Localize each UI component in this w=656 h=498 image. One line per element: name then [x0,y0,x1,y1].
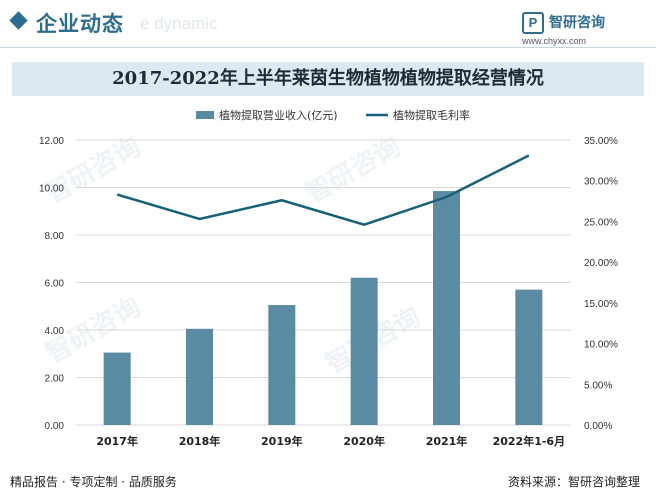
x-tick-label: 2018年 [179,434,221,448]
y-left-tick-label: 2.00 [45,374,65,385]
series-line [116,154,530,226]
brand: P 智研咨询 www.chyxx.com [522,10,642,46]
y-left-tick-label: 4.00 [45,326,65,337]
diamond-icon [9,11,28,30]
y-right-tick-label: 30.00% [584,177,618,188]
y-right-tick-label: 0.00% [584,421,612,432]
brand-logo-icon: P [522,12,544,34]
section-title: 企业动态 [36,12,124,36]
bar [350,277,378,425]
footer-source: 资料来源：智研咨询整理 [507,475,640,489]
brand-url: www.chyxx.com [522,36,587,46]
x-tick-label: 2022年1-6月 [493,434,566,448]
y-right-tick-label: 35.00% [584,136,618,147]
y-left-tick-label: 10.00 [39,184,64,195]
x-tick-label: 2020年 [343,434,385,448]
bar [103,352,131,425]
bar [515,289,543,425]
legend-label: 植物提取营业收入(亿元) [219,108,338,122]
y-right-tick-label: 5.00% [584,380,612,391]
bar [268,305,296,425]
chart: 0.00 2.00 4.00 6.00 8.00 10.00 12.00 0.00% 5.00%… [39,108,618,448]
bar [433,191,460,425]
y-left-tick-label: 0.00 [45,421,65,432]
y-right-tick-label: 20.00% [584,258,618,269]
brand-name: 智研咨询 [549,15,605,31]
header-divider [0,47,656,48]
y-right-tick-label: 15.00% [584,299,618,310]
y-left-tick-label: 12.00 [39,136,64,147]
chart-title-band: 2017-2022年上半年莱茵生物植物植物提取经营情况 [12,62,644,96]
x-tick-label: 2019年 [261,434,303,448]
x-tick-label: 2017年 [96,434,138,448]
x-tick-label: 2021年 [426,434,468,448]
legend-label: 植物提取毛利率 [393,108,470,122]
y-right-tick-label: 10.00% [584,340,618,351]
legend-swatch-bar [196,111,214,119]
footer-tagline: 精品报告 · 专项定制 · 品质服务 [10,475,177,489]
y-left-tick-label: 6.00 [45,279,65,290]
y-left-tick-label: 8.00 [45,231,65,242]
bar [186,328,213,425]
chart-title: 2017-2022年上半年莱茵生物植物植物提取经营情况 [112,68,544,89]
header: 企业动态 e dynamic P 智研咨询 www.chyxx.com [0,0,656,46]
section-subtitle-ghost: e dynamic [140,14,218,33]
y-right-tick-label: 25.00% [584,217,618,228]
